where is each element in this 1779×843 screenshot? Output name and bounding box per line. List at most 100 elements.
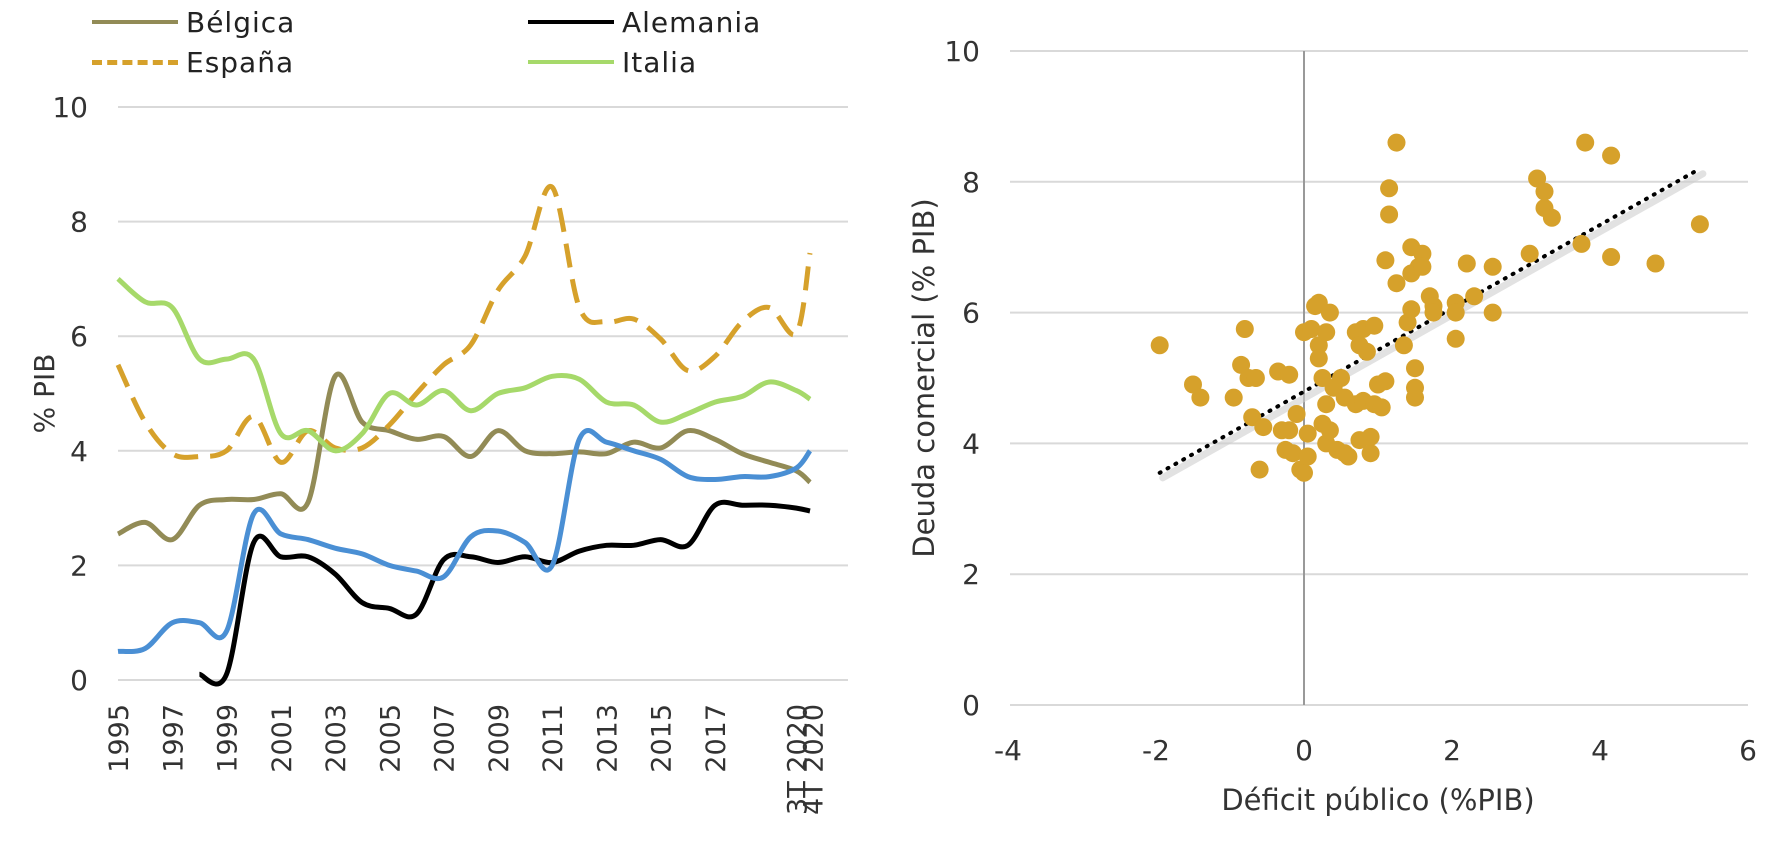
scatter-point: [1406, 378, 1424, 397]
trendline-shadow: [1159, 170, 1707, 482]
x-tick-label: 3T 2020: [782, 704, 813, 815]
y-tick-label: 10: [944, 35, 980, 68]
scatter-point: [1446, 303, 1465, 322]
y-tick-label: 4: [70, 435, 88, 468]
scatter-point: [1394, 336, 1413, 355]
scatter-point: [1309, 336, 1328, 355]
scatter-point: [1317, 323, 1336, 342]
legend-swatch: [92, 20, 178, 24]
x-tick-label: 2009: [484, 704, 515, 773]
scatter-point: [1332, 369, 1350, 387]
x-tick-label: -2: [1142, 734, 1170, 767]
scatter-point: [1424, 303, 1443, 322]
x-tick-label: 4: [1591, 734, 1609, 767]
y-tick-label: 10: [52, 91, 88, 124]
x-tick-label: 1999: [213, 704, 244, 773]
x-tick-label: 6: [1739, 734, 1757, 767]
scatter-point: [1483, 257, 1502, 276]
x-tick-label: 4T 2020: [799, 704, 830, 815]
scatter-point: [1413, 244, 1432, 263]
scatter-point: [1191, 388, 1210, 407]
scatter-point: [1361, 427, 1380, 446]
series-line: [115, 184, 813, 465]
scatter-point: [1413, 257, 1432, 276]
scatter-point: [1376, 251, 1395, 270]
scatter-point: [1602, 248, 1621, 266]
scatter-point: [1535, 182, 1554, 201]
scatter-point: [1380, 205, 1399, 224]
scatter-point: [1320, 421, 1339, 440]
scatter-point: [1361, 444, 1380, 463]
series-line: [117, 428, 813, 655]
scatter-point: [1280, 421, 1299, 440]
y-tick-label: 4: [962, 427, 980, 460]
x-tick-label: 1997: [158, 704, 189, 773]
scatter-point: [1339, 447, 1358, 466]
scatter-point: [1184, 375, 1202, 394]
x-tick-label: 2003: [321, 704, 352, 773]
y-tick-label: 8: [962, 166, 980, 199]
scatter-point: [1298, 424, 1317, 443]
scatter-point: [1528, 169, 1547, 188]
scatter-point: [1387, 274, 1406, 293]
scatter-point: [1357, 342, 1376, 361]
scatter-point: [1320, 303, 1339, 322]
scatter-point: [1298, 447, 1317, 466]
legend-swatch: [528, 20, 614, 24]
scatter-point: [1280, 365, 1299, 384]
legend-item: Alemania: [528, 4, 761, 40]
x-tick-label: 2007: [430, 704, 461, 773]
scatter-point: [1295, 463, 1313, 482]
series-line: [198, 499, 811, 687]
scatter-point: [1287, 405, 1306, 423]
scatter-point: [1576, 133, 1595, 152]
scatter-point: [1150, 336, 1169, 355]
legend-label: España: [186, 45, 295, 79]
scatter-point: [1457, 254, 1476, 273]
scatter-point: [1235, 320, 1254, 338]
legend-label: Alemania: [622, 5, 762, 39]
scatter-point: [1224, 388, 1243, 407]
scatter-point: [1254, 418, 1273, 437]
x-tick-label: 2001: [267, 704, 298, 773]
scatter-point: [1302, 320, 1321, 338]
scatter-point: [1232, 355, 1251, 374]
x-tick-label: 2013: [593, 704, 624, 773]
scatter-point: [1542, 208, 1561, 227]
line-chart: 0 2 4 6 8 10 % PIB 1995 1997 1999 2001 2003 2005 2007…: [28, 91, 848, 815]
scatter-point: [1483, 303, 1502, 322]
scatter-point: [1250, 460, 1269, 479]
legend-label: Italia: [622, 45, 698, 79]
legend-item: Italia: [528, 44, 697, 80]
legend-item: Bélgica: [92, 4, 295, 40]
x-tick-label: 2017: [701, 704, 732, 773]
scatter-point: [1406, 359, 1424, 378]
series-line: [116, 276, 812, 454]
scatter-point: [1309, 349, 1328, 368]
scatter-point: [1646, 254, 1665, 273]
x-tick-label: 2011: [538, 704, 569, 773]
scatter-chart: 0 2 4 6 8 10 -4 -2 0 2 4 6 Déficit público (%PIB) Deu…: [907, 35, 1757, 817]
scatter-point: [1446, 329, 1465, 348]
scatter-point: [1246, 369, 1265, 387]
legend-label: Bélgica: [186, 5, 296, 39]
x-tick-label: 2: [1443, 734, 1461, 767]
legend-swatch: [92, 59, 178, 65]
series-line: [116, 371, 812, 543]
scatter-point: [1365, 316, 1384, 335]
scatter-point: [1317, 395, 1336, 414]
y-tick-label: 2: [962, 558, 980, 591]
y-axis-label: Deuda comercial (% PIB): [907, 198, 941, 557]
y-tick-label: 0: [962, 689, 980, 722]
y-tick-label: 6: [962, 297, 980, 330]
scatter-point: [1572, 234, 1591, 253]
scatter-point: [1372, 398, 1391, 417]
x-tick-label: -4: [994, 734, 1022, 767]
y-tick-label: 6: [70, 320, 88, 353]
scatter-point: [1380, 179, 1399, 198]
x-tick-label: 2005: [375, 704, 406, 773]
x-tick-label: 1995: [104, 704, 135, 773]
y-tick-label: 8: [70, 206, 88, 239]
scatter-point: [1690, 215, 1709, 234]
